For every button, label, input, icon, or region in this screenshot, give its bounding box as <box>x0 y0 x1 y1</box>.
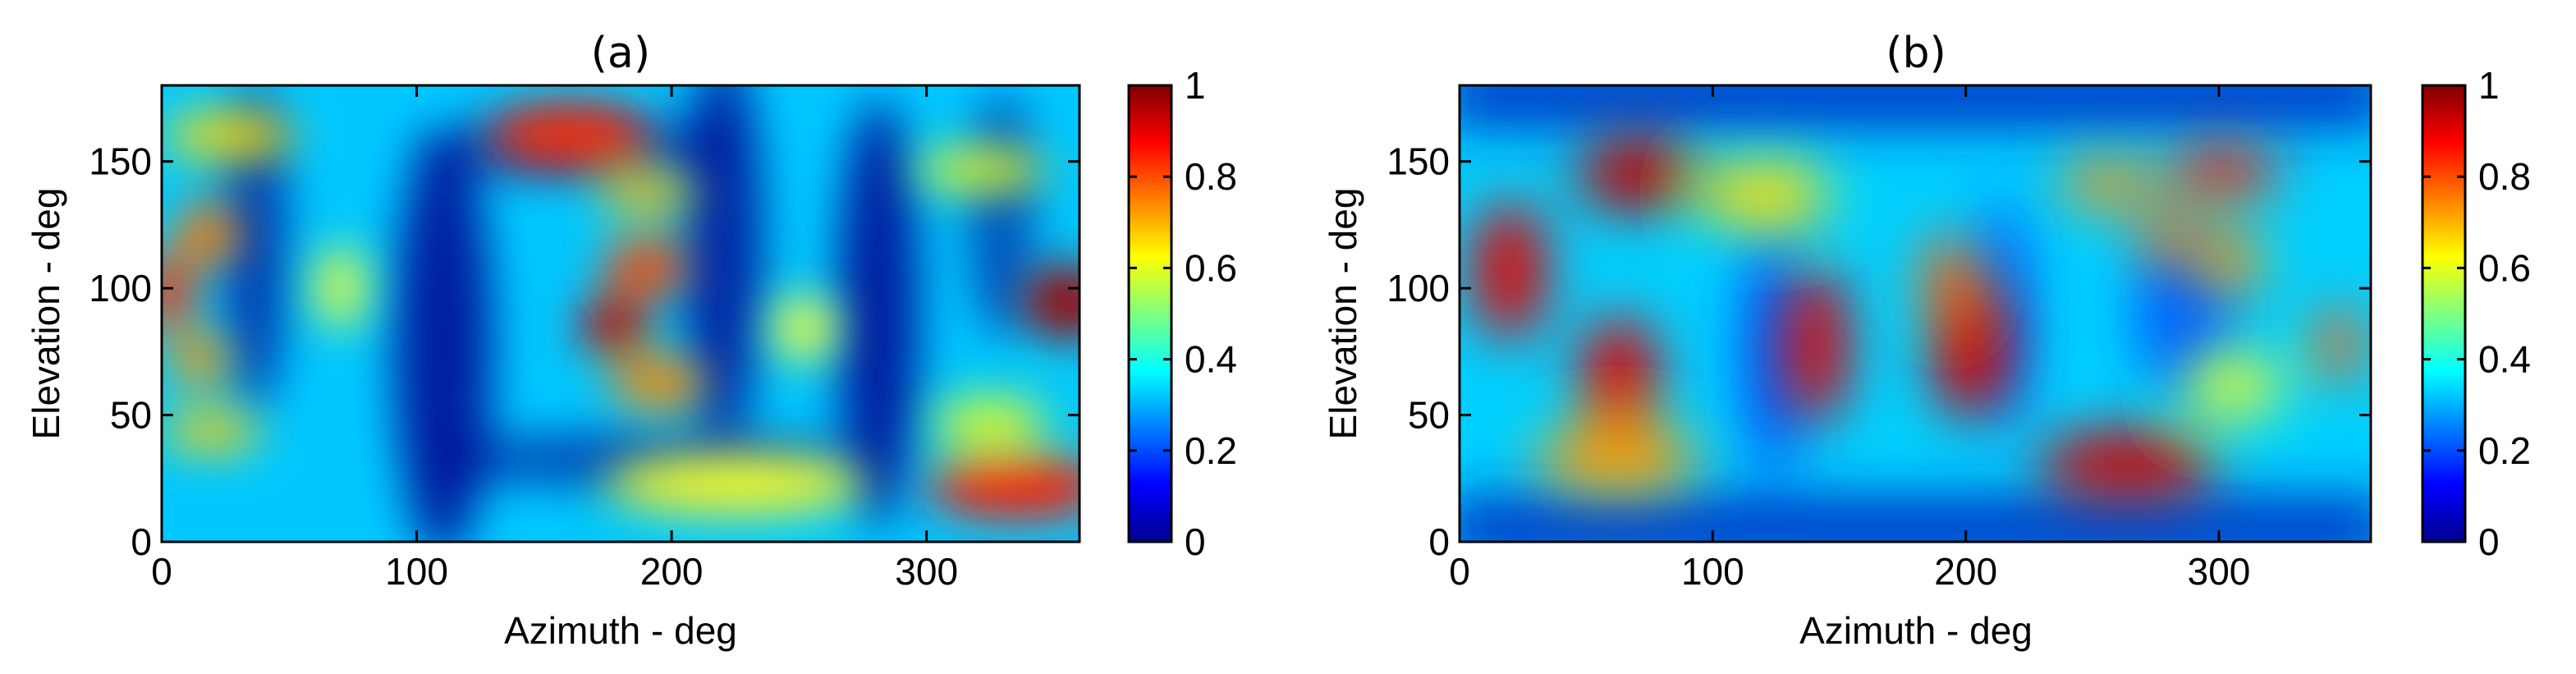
panel-a-cbar-tick-label: 0.2 <box>1185 429 1237 472</box>
panel-b-xtick-label: 100 <box>1681 550 1744 593</box>
panel-a-cbar-tick-label: 0.8 <box>1185 155 1237 198</box>
panel-a-ylabel: Elevation - deg <box>25 188 67 440</box>
panel-b-xtick-label: 0 <box>1449 550 1470 593</box>
panel-a-ytick-label: 50 <box>110 394 152 437</box>
panel-b-ytick-label: 150 <box>1387 140 1450 183</box>
panel-b-cbar-tick-label: 1 <box>2478 64 2500 107</box>
panel-a-lobes <box>162 104 1079 518</box>
panel-a-xtick-label: 100 <box>385 550 448 593</box>
panel-b-ytick-label: 0 <box>1428 520 1450 563</box>
panel-b-cbar-tick-label: 0.2 <box>2478 429 2531 472</box>
panel-b-axes: 0 100 200 300 0 50 100 150 <box>1387 85 2371 593</box>
panel-a-xtick-label: 0 <box>151 550 172 593</box>
panel-a-frame <box>160 84 1081 543</box>
panel-a-ytick-label: 100 <box>89 267 152 309</box>
panel-b: (b) <box>1322 29 2531 652</box>
panel-b-cbar-tick-label: 0.8 <box>2478 155 2531 198</box>
panel-a-title: (a) <box>591 29 650 78</box>
panel-b-ylabel: Elevation - deg <box>1322 188 1364 440</box>
panel-b-cbar-tick-label: 0.4 <box>2478 338 2531 381</box>
panel-a-ytick-label: 150 <box>89 140 152 183</box>
panel-a: (a) <box>25 29 1237 652</box>
panel-a-cbar-tick-label: 0.4 <box>1185 338 1237 381</box>
panel-a-xtick-label: 300 <box>895 550 958 593</box>
panel-b-xtick-label: 300 <box>2188 550 2251 593</box>
panel-a-colorbar <box>1127 84 1173 543</box>
panel-a-ytick-label: 0 <box>131 520 152 563</box>
panel-b-colorbar <box>2421 84 2467 543</box>
panel-b-ytick-label: 50 <box>1408 394 1450 437</box>
panel-b-lobes <box>1473 136 2362 499</box>
panel-b-xtick-label: 200 <box>1934 550 1997 593</box>
panel-b-colorbar-ticks: 0 0.2 0.4 0.6 0.8 1 <box>2422 64 2531 563</box>
panel-a-cbar-tick-label: 1 <box>1185 64 1206 107</box>
panel-b-frame <box>1458 84 2372 543</box>
panel-a-xtick-label: 200 <box>640 550 704 593</box>
panel-a-xlabel: Azimuth - deg <box>504 609 737 652</box>
panel-b-title: (b) <box>1886 29 1946 78</box>
panel-b-ytick-label: 100 <box>1387 267 1450 309</box>
panel-a-cbar-tick-label: 0.6 <box>1185 246 1237 289</box>
panel-a-cbar-tick-label: 0 <box>1185 520 1206 563</box>
panel-b-cbar-tick-label: 0 <box>2478 520 2500 563</box>
panel-a-axes: 0 100 200 300 0 50 100 150 <box>89 85 1079 593</box>
panel-b-xlabel: Azimuth - deg <box>1799 609 2033 652</box>
panel-b-cbar-tick-label: 0.6 <box>2478 246 2531 289</box>
panel-a-colorbar-ticks: 0 0.2 0.4 0.6 0.8 1 <box>1129 64 1237 563</box>
